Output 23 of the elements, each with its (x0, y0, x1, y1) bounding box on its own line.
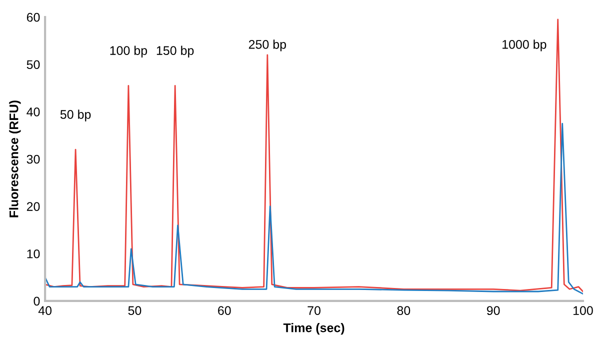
annotation: 50 bp (60, 110, 91, 122)
line-series (45, 18, 583, 292)
y-tick-label: 10 (27, 249, 40, 258)
x-tick-label: 90 (486, 306, 500, 316)
y-tick-label: 50 (26, 60, 40, 70)
y-axis-title: Fluorescence (RFU) (9, 100, 21, 218)
x-axis-title: Time (sec) (283, 323, 344, 335)
y-tick-label: 0 (34, 296, 40, 306)
x-tick-label: 60 (218, 306, 231, 316)
annotation: 100 bp (110, 46, 148, 58)
line-series (45, 122, 583, 295)
x-tick-label: 70 (308, 306, 320, 316)
x-tick-label: 100 (573, 306, 593, 316)
annotation: 150 bp (156, 46, 194, 58)
x-tick-label: 40 (38, 306, 52, 316)
x-tick-label: 80 (397, 306, 410, 316)
y-tick-label: 60 (26, 12, 40, 22)
y-tick-label: 30 (26, 154, 40, 164)
y-tick-label: 20 (26, 202, 40, 211)
annotation: 1000 bp (502, 40, 546, 52)
annotation: 250 bp (248, 40, 286, 52)
y-tick-label: 40 (26, 108, 40, 116)
x-tick-label: 50 (128, 306, 142, 316)
